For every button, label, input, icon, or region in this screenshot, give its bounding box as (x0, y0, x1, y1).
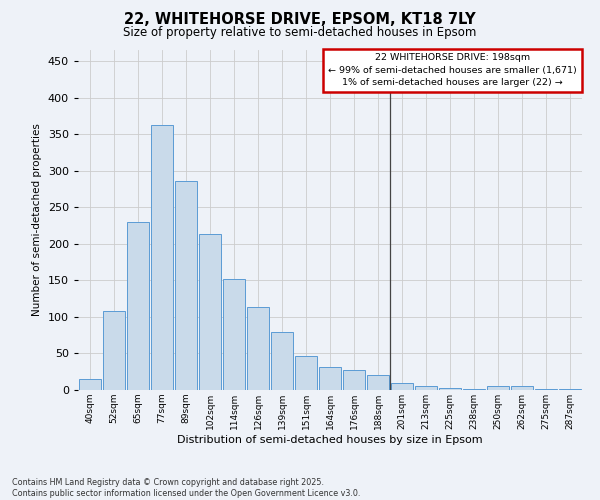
Bar (223, 279, 245, 390)
Bar (103, 311, 125, 390)
Text: Size of property relative to semi-detached houses in Epsom: Size of property relative to semi-detach… (124, 26, 476, 39)
Text: 22 WHITEHORSE DRIVE: 198sqm
← 99% of semi-detached houses are smaller (1,671)
1%: 22 WHITEHORSE DRIVE: 198sqm ← 99% of sem… (328, 54, 577, 88)
Bar (319, 366, 341, 390)
Text: 22, WHITEHORSE DRIVE, EPSOM, KT18 7LY: 22, WHITEHORSE DRIVE, EPSOM, KT18 7LY (124, 12, 476, 28)
Bar (367, 376, 389, 390)
Bar (511, 386, 533, 390)
Bar (151, 126, 173, 390)
Bar (415, 386, 437, 390)
Bar (127, 222, 149, 390)
Bar (559, 388, 581, 390)
Y-axis label: Number of semi-detached properties: Number of semi-detached properties (32, 124, 42, 316)
Bar (175, 181, 197, 390)
Bar (343, 370, 365, 390)
Bar (439, 388, 461, 390)
Bar (295, 356, 317, 390)
X-axis label: Distribution of semi-detached houses by size in Epsom: Distribution of semi-detached houses by … (177, 434, 483, 444)
Bar (247, 308, 269, 390)
Bar (199, 234, 221, 390)
Bar (79, 379, 101, 390)
Bar (487, 386, 509, 390)
Bar (391, 382, 413, 390)
Text: Contains HM Land Registry data © Crown copyright and database right 2025.
Contai: Contains HM Land Registry data © Crown c… (12, 478, 361, 498)
Bar (271, 332, 293, 390)
